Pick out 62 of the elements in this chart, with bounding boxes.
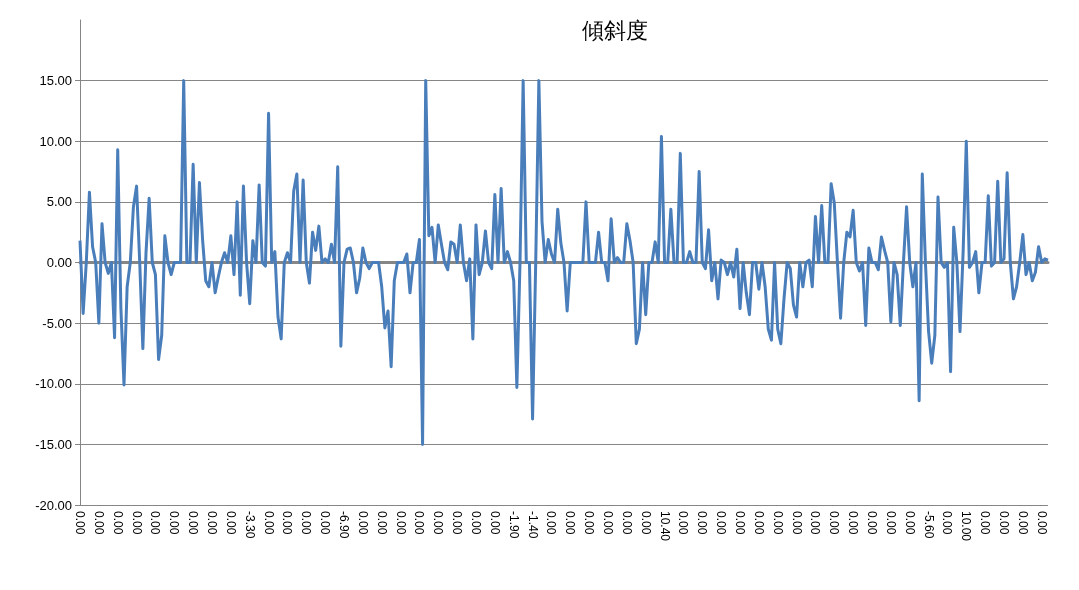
x-tick-label: 0.00: [1034, 511, 1049, 535]
x-tick-label: 0.00: [393, 511, 408, 535]
y-tick-label: -15.00: [35, 436, 72, 452]
x-tick-label: 0.00: [487, 511, 502, 535]
y-tick-label: -10.00: [35, 376, 72, 392]
y-tick-label: -20.00: [35, 497, 72, 513]
x-tick-label: 0.00: [374, 511, 389, 535]
x-tick-label: 0.00: [695, 511, 710, 535]
x-tick-label: 0.00: [261, 511, 276, 535]
y-tick-label: 10.00: [39, 133, 72, 149]
x-tick-label: 0.00: [129, 511, 144, 535]
x-tick-label: 0.00: [110, 511, 125, 535]
x-tick-label: 0.00: [582, 511, 597, 535]
y-tick-label: -5.00: [42, 315, 72, 331]
x-tick-label: 0.00: [940, 511, 955, 535]
x-tick-label: 0.00: [902, 511, 917, 535]
x-tick-label: 0.00: [883, 511, 898, 535]
y-tick-label: 15.00: [39, 73, 72, 89]
x-tick-label: 0.00: [223, 511, 238, 535]
x-tick-label: 0.00: [714, 511, 729, 535]
x-tick-label: 0.00: [751, 511, 766, 535]
x-tick-label: 0.00: [733, 511, 747, 535]
x-tick-label: 0.00: [638, 511, 653, 535]
x-tick-label: 0.00: [544, 511, 559, 535]
x-tick-label: 0.00: [167, 511, 182, 535]
x-tick-label: 0.00: [563, 511, 578, 535]
x-tick-label: 0.00: [280, 511, 295, 535]
x-tick-label: 0.00: [73, 511, 87, 535]
x-tick-label: 0.00: [846, 511, 861, 535]
x-tick-label: 0.00: [601, 511, 615, 535]
x-tick-label: 10.40: [657, 511, 672, 542]
x-tick-label: 0.00: [205, 511, 219, 535]
x-tick-label: 0.00: [789, 511, 804, 535]
x-tick-label: 0.00: [91, 511, 106, 535]
x-tick-label: 0.00: [450, 511, 465, 535]
x-tick-label: 0.00: [865, 511, 879, 535]
x-tick-label: 0.00: [619, 511, 634, 535]
chart-title: 傾斜度: [582, 17, 648, 43]
y-tick-label: 0.00: [46, 255, 72, 270]
x-tick-label: 0.00: [676, 511, 691, 535]
x-tick-label: 0.00: [148, 511, 163, 535]
x-tick-label: 0.00: [997, 511, 1011, 535]
x-tick-label: 0.00: [978, 511, 993, 535]
x-tick-label: 0.00: [412, 511, 427, 535]
x-tick-label: -3.30: [242, 511, 257, 539]
x-tick-label: 10.00: [959, 511, 974, 542]
x-tick-label: 0.00: [808, 511, 823, 535]
line-series: [78, 79, 1050, 446]
x-tick-label: 0.00: [770, 511, 785, 535]
x-tick-label: 0.00: [469, 511, 483, 535]
x-tick-label: 0.00: [318, 511, 333, 535]
x-tick-label: 0.00: [299, 511, 314, 535]
x-tick-label: 0.00: [186, 511, 201, 535]
x-tick-label: 0.00: [1015, 511, 1030, 535]
x-tick-label: 0.00: [431, 511, 446, 535]
x-tick-label: -1.90: [506, 511, 521, 539]
x-tick-label: 0.00: [355, 511, 370, 535]
x-tick-label: 0.00: [827, 511, 842, 535]
x-tick-label: -5.60: [921, 511, 936, 539]
x-tick-label: -6.90: [337, 511, 351, 539]
y-tick-label: 5.00: [46, 194, 72, 210]
x-tick-label: -1.40: [525, 511, 540, 539]
